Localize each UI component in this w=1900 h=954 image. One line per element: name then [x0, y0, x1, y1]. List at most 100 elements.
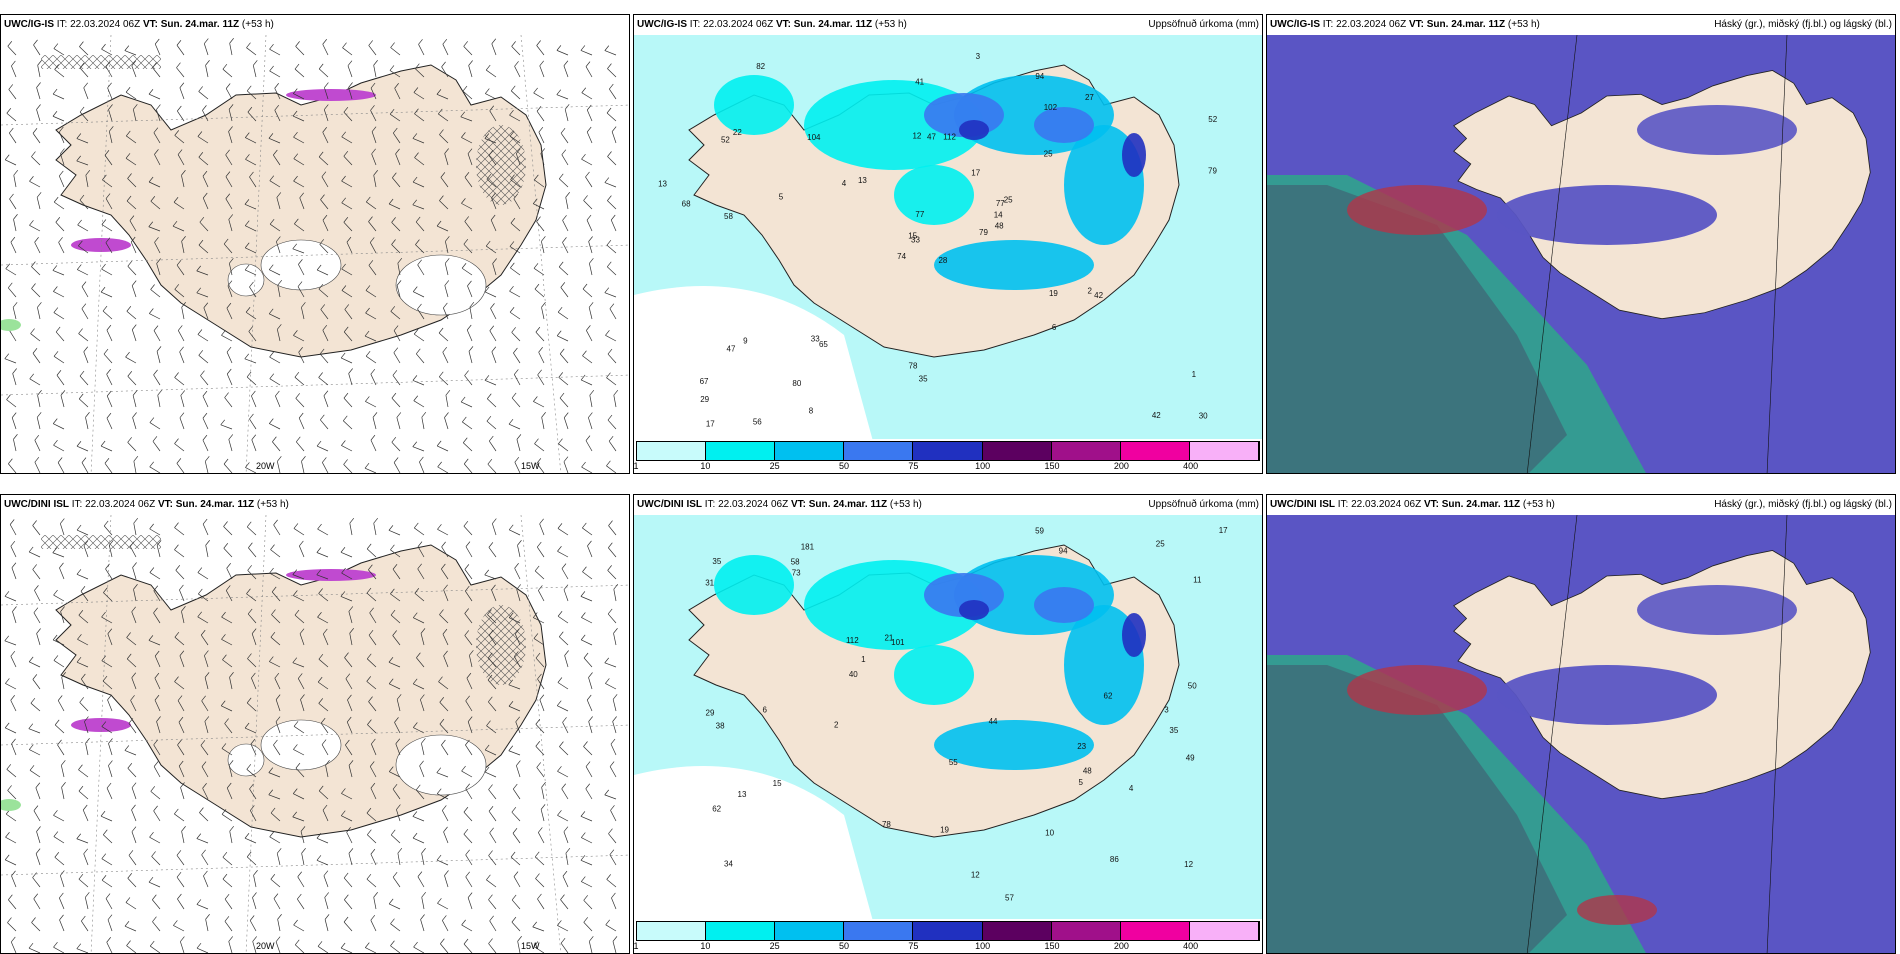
wind-barb [509, 246, 521, 254]
lon-label: 15W [521, 941, 540, 951]
precip-value: 62 [712, 804, 721, 813]
wind-barb [124, 750, 137, 756]
wind-barb-flag [342, 42, 347, 48]
wind-barb-flag [415, 216, 421, 223]
wind-barb [557, 770, 569, 778]
wind-barb [8, 132, 17, 144]
wind-barb-flag [582, 350, 587, 356]
wind-barb [5, 727, 17, 734]
wind-barb-flag [534, 283, 540, 290]
field-label: Uppsöfnuð úrkoma (mm) [1148, 19, 1259, 30]
wind-barb [462, 421, 473, 430]
wind-barb-flag [130, 541, 135, 547]
wind-barb-flag [533, 263, 539, 269]
wind-barb [201, 700, 209, 712]
wind-barb [534, 443, 545, 452]
wind-barb-flag [205, 914, 210, 920]
wind-map [1, 35, 629, 473]
wind-barb-flag [390, 544, 395, 551]
wind-barb [415, 68, 425, 78]
wind-barb-flag [180, 936, 185, 942]
wind-barb [108, 109, 113, 122]
wind-barb-flag [85, 738, 90, 744]
wind-barb-flag [318, 63, 324, 70]
wind-barb-flag [486, 393, 492, 399]
wind-barb [610, 219, 617, 232]
wind-barb-flag [539, 518, 544, 525]
wind-barb-flag [609, 303, 615, 309]
wind-barb [249, 920, 257, 932]
wind-barb [274, 88, 281, 100]
wind-barb [541, 307, 545, 320]
wind-barb-flag [346, 236, 352, 243]
wind-barb [606, 465, 617, 473]
wind-barb [174, 549, 185, 558]
wind-barb [588, 417, 593, 430]
wind-barb-flag [33, 893, 39, 899]
wind-barb-flag [53, 286, 58, 292]
wind-barb [100, 445, 113, 452]
wind-barb [371, 153, 377, 166]
wind-barb-flag [484, 744, 490, 751]
wind-barb [176, 264, 185, 276]
wind-barb [55, 331, 65, 342]
wind-barb-flag [268, 133, 274, 139]
wind-barb-flag [388, 525, 394, 531]
wind-barb-flag [414, 152, 419, 158]
wind-barb [293, 158, 305, 166]
wind-barb [33, 810, 41, 822]
wind-barb-flag [106, 369, 111, 375]
wind-barb-flag [349, 628, 354, 634]
wind-barb-flag [292, 657, 298, 663]
wind-barb-flag [103, 829, 108, 835]
wind-barb [413, 333, 425, 342]
wind-barb-flag [83, 82, 88, 89]
wind-barb-flag [348, 368, 353, 374]
wind-barb [225, 198, 233, 210]
wind-barb [417, 876, 425, 888]
wind-barb-flag [390, 918, 395, 924]
wind-barb [202, 110, 209, 122]
wind-barb-flag [515, 628, 520, 635]
wind-barb [392, 375, 401, 386]
wind-barb-flag [349, 517, 355, 524]
wind-barb-flag [491, 584, 496, 591]
wind-barb [107, 633, 113, 646]
wind-barb [488, 855, 497, 866]
wind-barb-flag [13, 434, 18, 440]
wind-barb-flag [514, 61, 519, 67]
wind-barb [153, 612, 161, 624]
wind-barb-flag [223, 521, 228, 527]
wind-barb [389, 771, 401, 778]
wind-barb-flag [348, 760, 354, 766]
wind-barb [76, 573, 89, 580]
wind-barb-flag [228, 126, 233, 132]
wind-barb-flag [341, 567, 346, 574]
wind-barb [148, 93, 161, 100]
wind-barb [318, 288, 329, 298]
wind-barb-flag [541, 236, 546, 242]
wind-barb-flag [173, 197, 179, 203]
wind-barb-flag [293, 88, 298, 94]
wind-barb-flag [246, 521, 252, 528]
wind-barb [559, 636, 569, 646]
wind-barb-flag [517, 936, 522, 942]
wind-barb [486, 420, 497, 430]
precip-value: 41 [915, 77, 924, 86]
wind-barb-flag [174, 284, 180, 290]
dry-sea [634, 766, 874, 925]
wind-barb [563, 831, 569, 844]
wind-barb [561, 568, 569, 580]
wind-barb [58, 175, 65, 188]
wind-barb-flag [59, 892, 64, 899]
legend-swatch [1051, 442, 1121, 460]
wind-barb-flag [588, 716, 593, 722]
wind-barb [78, 245, 89, 254]
wind-barb [317, 616, 329, 624]
wind-barb-flag [198, 239, 204, 246]
wind-barb-flag [174, 808, 179, 815]
wind-barb-flag [32, 564, 37, 570]
wind-barb [437, 529, 449, 536]
wind-barb [608, 833, 617, 844]
wind-barb-flag [561, 563, 567, 569]
